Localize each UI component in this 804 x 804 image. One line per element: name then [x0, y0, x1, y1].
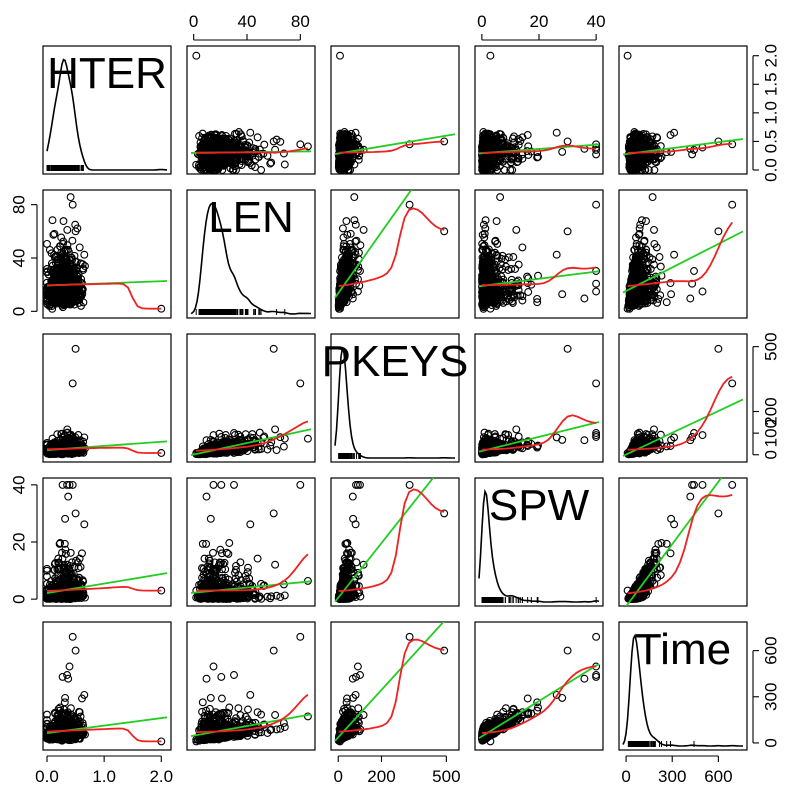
point — [351, 194, 358, 201]
point — [340, 225, 347, 232]
point — [343, 218, 350, 225]
point — [553, 129, 560, 136]
panel-hter-vs-time — [619, 46, 747, 174]
point — [247, 129, 254, 136]
point — [593, 151, 600, 158]
point — [352, 221, 359, 228]
point — [624, 52, 631, 59]
point — [559, 149, 566, 156]
point — [193, 52, 200, 59]
rug-marks — [47, 165, 83, 171]
point — [49, 217, 56, 224]
point — [60, 218, 67, 225]
panel-len-vs-len: LEN — [187, 190, 315, 318]
point — [297, 141, 304, 148]
panel-hter-vs-len — [187, 46, 315, 174]
scatter-points — [193, 52, 311, 173]
point — [254, 134, 261, 141]
point — [81, 251, 88, 258]
panel-hter-vs-spw — [475, 46, 603, 174]
scatter-points — [624, 52, 735, 173]
point — [64, 227, 71, 234]
panel-len-vs-spw — [475, 190, 603, 318]
point — [69, 237, 76, 244]
panel-hter-vs-hter: HTER — [43, 46, 171, 174]
variable-label-hter: HTER — [47, 49, 167, 98]
point — [564, 138, 571, 145]
point — [360, 227, 367, 234]
point — [281, 161, 288, 168]
point — [261, 141, 268, 148]
point — [67, 194, 74, 201]
variable-label-len: LEN — [208, 193, 294, 242]
point — [487, 52, 494, 59]
point — [515, 261, 522, 268]
point — [337, 52, 344, 59]
scatter-points — [335, 194, 447, 312]
panel-hter-vs-pkeys — [331, 46, 459, 174]
point — [76, 244, 83, 251]
point — [482, 217, 489, 224]
scatter-points — [335, 52, 447, 173]
point — [406, 201, 413, 208]
scatter-points — [479, 194, 600, 312]
point — [351, 217, 358, 224]
panel-len-vs-hter — [43, 190, 171, 318]
point — [525, 143, 532, 150]
scatter-points — [479, 52, 600, 173]
point — [69, 201, 76, 208]
scatter-points — [44, 194, 165, 312]
point — [58, 234, 65, 241]
